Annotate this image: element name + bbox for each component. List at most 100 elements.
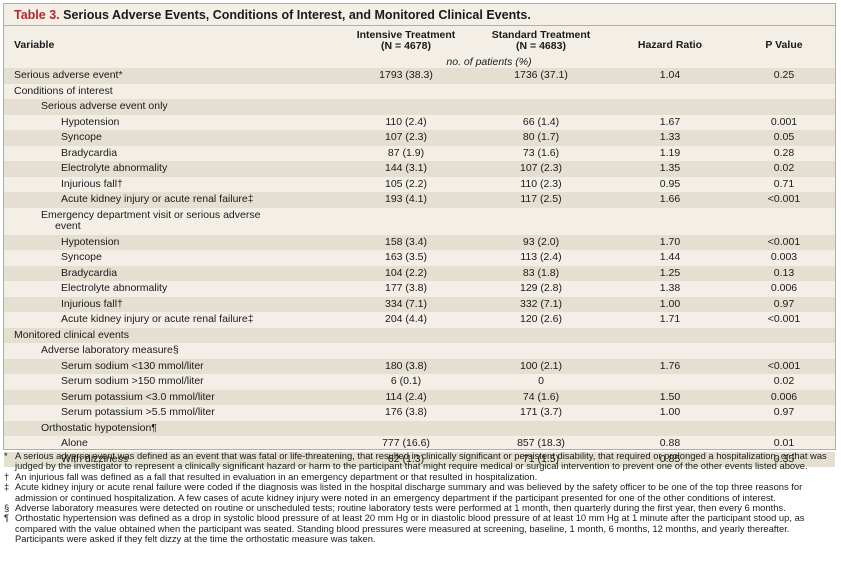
- row-label: Serum potassium >5.5 mmol/liter: [61, 405, 215, 421]
- cell-hazard-ratio: 1.35: [659, 162, 681, 174]
- cell-p-value: 0.02: [773, 162, 795, 174]
- table-row: Serum sodium >150 mmol/liter 6 (0.1) 0 0.02: [4, 374, 835, 390]
- cell-intensive: 87 (1.9): [387, 146, 425, 159]
- table-row: Orthostatic hypotension¶: [4, 420, 835, 436]
- row-label: Electrolyte abnormality: [61, 161, 167, 177]
- row-label: Alone: [61, 436, 88, 452]
- footnote: † An injurious fall was defined as a fall…: [4, 470, 837, 482]
- row-label: Adverse laboratory measure§: [41, 343, 179, 359]
- header-standard: Standard Treatment (N = 4683): [491, 30, 591, 52]
- cell-intensive: 158 (3.4): [384, 235, 428, 248]
- header-intensive-title: Intensive Treatment: [356, 29, 456, 41]
- cell-hazard-ratio: 0.88: [659, 437, 681, 449]
- row-label: Conditions of interest: [14, 84, 113, 100]
- row-label-text: Acute kidney injury or acute renal failu…: [61, 193, 254, 205]
- cell-intensive: 193 (4.1): [384, 193, 428, 205]
- footnote: ¶ Orthostatic hypertension was defined as…: [4, 513, 837, 544]
- row-label-text-cont: event: [55, 220, 81, 232]
- row-label-text: Serious adverse event*: [14, 69, 123, 81]
- cell-standard: 71 (1.5): [522, 452, 560, 465]
- cell-p-value: 0.006: [770, 390, 798, 403]
- cell-intensive: 144 (3.1): [384, 162, 428, 174]
- cell-intensive: 62 (1.3): [387, 452, 425, 465]
- row-label-text: Syncope: [61, 251, 102, 263]
- footnote-symbol: †: [4, 470, 10, 482]
- table-row: Electrolyte abnormality 177 (3.8) 129 (2.8…: [4, 281, 835, 297]
- cell-hazard-ratio: 1.25: [659, 266, 681, 279]
- cell-hazard-ratio: 1.67: [659, 115, 681, 128]
- table-row: Syncope 163 (3.5) 113 (2.4) 1.44 0.003: [4, 250, 835, 266]
- cell-standard: 129 (2.8): [519, 282, 563, 294]
- footnote-symbol: ‡: [4, 481, 10, 493]
- row-label-text: Adverse laboratory measure§: [41, 344, 179, 356]
- cell-p-value: 0.001: [770, 115, 798, 128]
- row-label-text: Electrolyte abnormality: [61, 282, 168, 294]
- cell-standard: 100 (2.1): [519, 359, 563, 372]
- cell-intensive: 163 (3.5): [384, 251, 428, 263]
- table-row: Bradycardia 87 (1.9) 73 (1.6) 1.19 0.28: [4, 146, 835, 162]
- cell-intensive: 334 (7.1): [384, 297, 428, 310]
- header-standard-n: (N = 4683): [516, 40, 566, 52]
- cell-hazard-ratio: 1.00: [659, 297, 681, 310]
- row-label-text: Acute kidney injury or acute renal failu…: [61, 313, 254, 325]
- cell-standard: 110 (2.3): [520, 177, 562, 190]
- cell-hazard-ratio: 0.95: [659, 177, 681, 190]
- table-row: Serum sodium <130 mmol/liter 180 (3.8) 100…: [4, 358, 835, 374]
- cell-standard: 857 (18.3): [517, 437, 565, 449]
- table-row: Acute kidney injury or acute renal failu…: [4, 192, 835, 208]
- row-label-text: Injurious fall†: [61, 297, 123, 310]
- footnote-text: Orthostatic hypertension was defined as …: [15, 512, 805, 545]
- header-intensive-n: (N = 4678): [381, 40, 431, 52]
- row-label-text: Hypotension: [61, 115, 120, 128]
- cell-p-value: 0.006: [770, 282, 798, 294]
- cell-standard: 107 (2.3): [519, 162, 563, 174]
- footnote-symbol: *: [4, 450, 8, 461]
- table-row: Syncope 107 (2.3) 80 (1.7) 1.33 0.05: [4, 130, 835, 146]
- cell-p-value: 0.25: [773, 69, 795, 81]
- table-row: With dizziness 62 (1.3) 71 (1.5) 0.85 0.35: [4, 451, 835, 467]
- cell-standard: 80 (1.7): [522, 131, 560, 143]
- cell-p-value: 0.71: [773, 177, 795, 190]
- cell-intensive: 107 (2.3): [384, 131, 428, 143]
- cell-standard: 83 (1.8): [522, 266, 560, 279]
- row-label-text: Serum potassium <3.0 mmol/liter: [61, 390, 215, 403]
- table-row: Monitored clinical events: [4, 327, 835, 343]
- cell-hazard-ratio: 1.04: [659, 69, 681, 81]
- cell-intensive: 104 (2.2): [384, 266, 428, 279]
- table-row: Serum potassium >5.5 mmol/liter 176 (3.8)…: [4, 405, 835, 421]
- footnote-text: Acute kidney injury or acute renal failu…: [15, 481, 803, 503]
- row-label-text: Serum sodium <130 mmol/liter: [61, 359, 204, 372]
- footnote: § Adverse laboratory measures were detect…: [4, 502, 837, 513]
- cell-p-value: 0.97: [773, 297, 795, 310]
- table-row: Emergency department visit or serious ad…: [4, 208, 835, 235]
- cell-p-value: <0.001: [767, 193, 801, 205]
- row-label: Bradycardia: [61, 266, 117, 282]
- cell-hazard-ratio: 1.00: [659, 406, 681, 418]
- row-label-text: Conditions of interest: [14, 84, 113, 97]
- cell-standard: 332 (7.1): [519, 297, 563, 310]
- row-label-text: Emergency department visit or serious ad…: [41, 208, 261, 221]
- row-label: Acute kidney injury or acute renal failu…: [61, 192, 254, 208]
- cell-intensive: 777 (16.6): [382, 437, 430, 449]
- title-divider: [4, 25, 835, 26]
- table-row: Serum potassium <3.0 mmol/liter 114 (2.4)…: [4, 389, 835, 405]
- cell-intensive: 204 (4.4): [384, 313, 428, 325]
- cell-p-value: 0.13: [773, 266, 795, 279]
- cell-p-value: 0.02: [773, 375, 795, 387]
- table-row: Hypotension 110 (2.4) 66 (1.4) 1.67 0.001: [4, 115, 835, 131]
- row-label-text: Bradycardia: [61, 266, 118, 279]
- cell-standard: 74 (1.6): [522, 390, 560, 403]
- row-label: Bradycardia: [61, 146, 117, 162]
- cell-hazard-ratio: 0.85: [659, 452, 681, 465]
- row-label: Syncope: [61, 130, 102, 146]
- row-label-text: Bradycardia: [61, 146, 118, 159]
- cell-intensive: 6 (0.1): [390, 375, 422, 387]
- cell-intensive: 177 (3.8): [384, 282, 428, 294]
- units-label: no. of patients (%): [446, 56, 532, 68]
- table-frame: Table 3. Serious Adverse Events, Conditi…: [3, 3, 836, 467]
- row-label: Acute kidney injury or acute renal failu…: [61, 312, 254, 328]
- table-row: Conditions of interest: [4, 84, 835, 100]
- cell-hazard-ratio: 1.70: [659, 235, 681, 248]
- table-row: Acute kidney injury or acute renal failu…: [4, 312, 835, 328]
- row-label: Serum sodium >150 mmol/liter: [61, 374, 204, 390]
